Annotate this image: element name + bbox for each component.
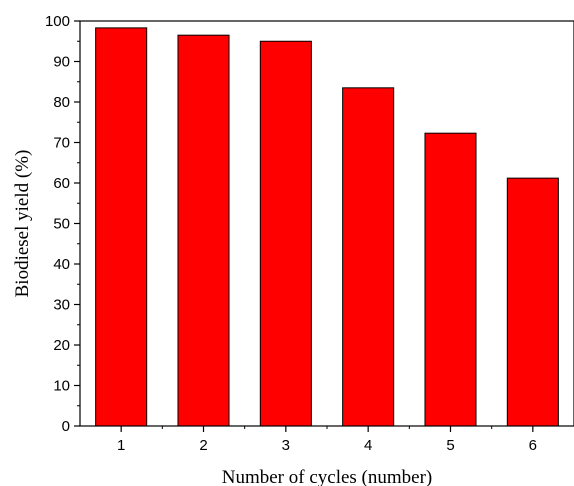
y-tick-label: 70 — [53, 135, 70, 152]
y-tick-label: 90 — [53, 54, 70, 71]
x-axis-title: Number of cycles (number) — [222, 467, 433, 486]
plot-frame — [79, 20, 574, 427]
x-tick-label: 4 — [364, 437, 372, 454]
axes-layer — [79, 20, 574, 427]
bar-cycle-5 — [424, 132, 477, 427]
y-tick-label: 20 — [53, 337, 70, 354]
y-tick-label: 0 — [62, 418, 70, 435]
y-tick-label: 30 — [53, 297, 70, 314]
bars-layer — [95, 27, 559, 427]
y-tick-label: 80 — [53, 94, 70, 111]
x-tick-label: 2 — [199, 437, 207, 454]
y-tick-label: 100 — [45, 13, 70, 30]
x-tick-label: 6 — [529, 437, 537, 454]
bar-cycle-6 — [506, 177, 559, 427]
ticks-layer — [74, 20, 534, 432]
y-tick-label: 50 — [53, 216, 70, 233]
labels-layer: 0 10 20 30 40 50 60 70 80 90 100 1 2 3 4 5 6 — [45, 13, 537, 454]
bar-cycle-1 — [95, 27, 148, 427]
y-tick-label: 40 — [53, 256, 70, 273]
x-tick-label: 3 — [282, 437, 290, 454]
bar-cycle-4 — [342, 87, 395, 427]
x-tick-label: 1 — [117, 437, 125, 454]
y-tick-label: 10 — [53, 378, 70, 395]
bar-cycle-3 — [259, 40, 312, 427]
y-axis-title: Biodiesel yield (%) — [12, 150, 33, 298]
bar-cycle-2 — [177, 34, 230, 427]
y-tick-label: 60 — [53, 175, 70, 192]
x-tick-label: 5 — [446, 437, 454, 454]
